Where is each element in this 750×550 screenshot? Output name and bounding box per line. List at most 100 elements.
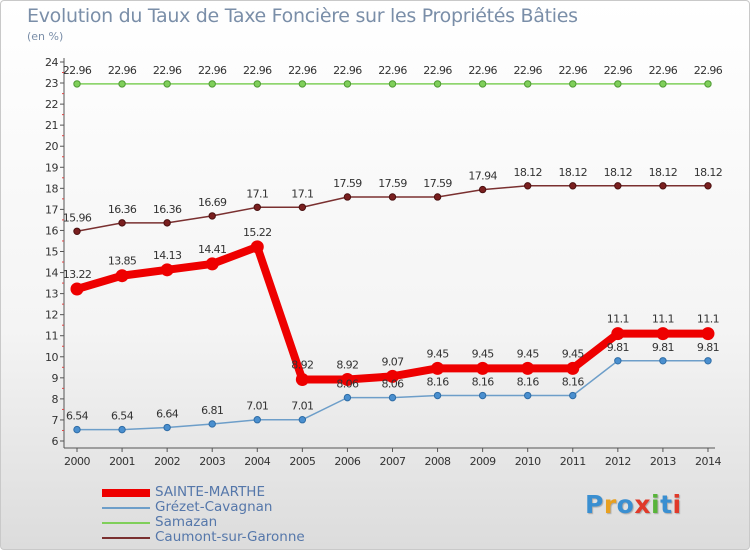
x-tick-label: 2013 (650, 455, 676, 468)
data-label-gr-zet-cavagnan: 8.16 (517, 376, 540, 389)
data-point-gr-zet-cavagnan (388, 393, 397, 402)
data-point-samazan (253, 80, 261, 88)
x-tick-label: 2004 (244, 455, 270, 468)
y-tick-label: 12 (45, 309, 58, 322)
data-label-sainte-marthe: 13.85 (108, 255, 137, 268)
y-tick-label: 8 (52, 393, 59, 406)
x-tick-label: 2008 (425, 455, 451, 468)
data-point-caumont-sur-garonne (569, 182, 577, 190)
data-point-gr-zet-cavagnan (118, 425, 126, 434)
data-label-caumont-sur-garonne: 17.59 (378, 177, 407, 190)
data-point-gr-zet-cavagnan (569, 391, 577, 400)
legend-swatch (102, 507, 150, 509)
legend-item-sainte-marthe: SAINTE-MARTHE (102, 484, 362, 500)
data-label-sainte-marthe: 8.92 (336, 359, 358, 372)
data-point-caumont-sur-garonne (478, 185, 487, 194)
legend-swatch (102, 522, 150, 524)
data-label-samazan: 22.96 (333, 64, 362, 77)
data-label-gr-zet-cavagnan: 6.54 (66, 410, 89, 423)
data-label-sainte-marthe: 11.1 (652, 313, 674, 326)
data-label-sainte-marthe: 11.1 (697, 313, 719, 326)
data-label-caumont-sur-garonne: 16.69 (198, 196, 227, 209)
data-label-caumont-sur-garonne: 17.1 (291, 187, 313, 200)
y-tick-label: 17 (45, 203, 58, 216)
data-label-caumont-sur-garonne: 17.94 (468, 170, 497, 183)
data-label-gr-zet-cavagnan: 8.16 (427, 376, 450, 389)
data-label-samazan: 22.96 (243, 64, 272, 77)
y-tick-label: 19 (45, 161, 58, 174)
x-tick-label: 2000 (64, 455, 90, 468)
data-point-sainte-marthe (385, 369, 399, 383)
legend-item-caumont-sur-garonne: Caumont-sur-Garonne (102, 529, 362, 545)
data-point-caumont-sur-garonne (118, 219, 126, 227)
data-label-caumont-sur-garonne: 17.59 (333, 177, 362, 190)
data-label-samazan: 22.96 (694, 64, 723, 77)
data-point-gr-zet-cavagnan (298, 416, 307, 424)
x-tick-label: 2007 (379, 455, 405, 468)
data-point-gr-zet-cavagnan (208, 420, 216, 428)
data-point-gr-zet-cavagnan (524, 391, 532, 400)
data-label-caumont-sur-garonne: 16.36 (153, 203, 182, 216)
data-point-sainte-marthe (701, 327, 715, 341)
data-point-samazan (343, 80, 352, 88)
data-label-gr-zet-cavagnan: 6.54 (111, 410, 134, 423)
data-point-samazan (478, 80, 487, 88)
proxiti-logo: Proxiti (585, 490, 682, 519)
data-labels-layer: 6.54 6.54 6.64 6.81 7.01 7.01 8.06 8.06 8.16 8.16… (63, 64, 724, 423)
data-point-caumont-sur-garonne (343, 193, 352, 201)
data-point-caumont-sur-garonne (704, 182, 712, 190)
logo-letter: x (634, 490, 651, 519)
data-label-sainte-marthe: 14.13 (153, 249, 182, 262)
data-label-gr-zet-cavagnan: 8.16 (562, 376, 585, 389)
legend-label: Grézet-Cavagnan (155, 499, 273, 515)
data-point-caumont-sur-garonne (524, 182, 532, 190)
legend-label: SAINTE-MARTHE (155, 484, 265, 500)
data-point-caumont-sur-garonne (208, 212, 216, 220)
data-label-samazan: 22.96 (153, 64, 182, 77)
y-tick-label: 14 (45, 267, 58, 280)
data-label-gr-zet-cavagnan: 9.81 (607, 341, 629, 354)
y-tick-label: 7 (52, 414, 59, 427)
chart-axes: 6 7 8 9 10 11 12 13 14 15 16 17 18 19 20 21 22 23 24 2000 20… (45, 56, 722, 468)
data-label-samazan: 22.96 (559, 64, 588, 77)
data-label-caumont-sur-garonne: 18.12 (694, 166, 723, 179)
y-tick-label: 11 (45, 330, 58, 343)
data-point-gr-zet-cavagnan (253, 416, 261, 424)
data-label-samazan: 22.96 (423, 64, 452, 77)
legend-item-samazan: Samazan (102, 514, 362, 530)
x-tick-label: 2002 (154, 455, 180, 468)
data-point-samazan (524, 80, 532, 88)
data-point-sainte-marthe (476, 361, 490, 375)
data-point-gr-zet-cavagnan (659, 357, 667, 365)
data-point-samazan (118, 80, 126, 88)
data-point-gr-zet-cavagnan (704, 357, 712, 365)
data-point-sainte-marthe (250, 240, 264, 254)
data-point-sainte-marthe (205, 257, 219, 271)
x-tick-label: 2009 (470, 455, 496, 468)
data-label-gr-zet-cavagnan: 7.01 (291, 400, 313, 413)
data-label-caumont-sur-garonne: 17.59 (423, 177, 452, 190)
data-label-gr-zet-cavagnan: 6.64 (156, 408, 179, 421)
data-label-gr-zet-cavagnan: 9.81 (697, 341, 719, 354)
data-label-samazan: 22.96 (604, 64, 633, 77)
y-tick-label: 21 (45, 119, 58, 132)
data-label-gr-zet-cavagnan: 8.06 (336, 378, 359, 391)
data-point-samazan (388, 80, 397, 88)
data-point-gr-zet-cavagnan (478, 391, 487, 400)
data-label-caumont-sur-garonne: 18.12 (513, 166, 542, 179)
data-point-samazan (704, 80, 712, 88)
legend-label: Caumont-sur-Garonne (155, 529, 305, 545)
logo-letter: t (660, 490, 673, 519)
data-point-sainte-marthe (611, 327, 625, 341)
chart-title: Evolution du Taux de Taxe Foncière sur l… (27, 5, 578, 27)
data-label-samazan: 22.96 (649, 64, 678, 77)
y-tick-label: 16 (45, 224, 58, 237)
data-label-caumont-sur-garonne: 18.12 (559, 166, 588, 179)
y-tick-label: 20 (45, 140, 58, 153)
legend-item-gr-zet-cavagnan: Grézet-Cavagnan (102, 499, 362, 515)
data-point-samazan (433, 80, 442, 88)
data-point-sainte-marthe (656, 327, 670, 341)
data-label-samazan: 22.96 (198, 64, 227, 77)
